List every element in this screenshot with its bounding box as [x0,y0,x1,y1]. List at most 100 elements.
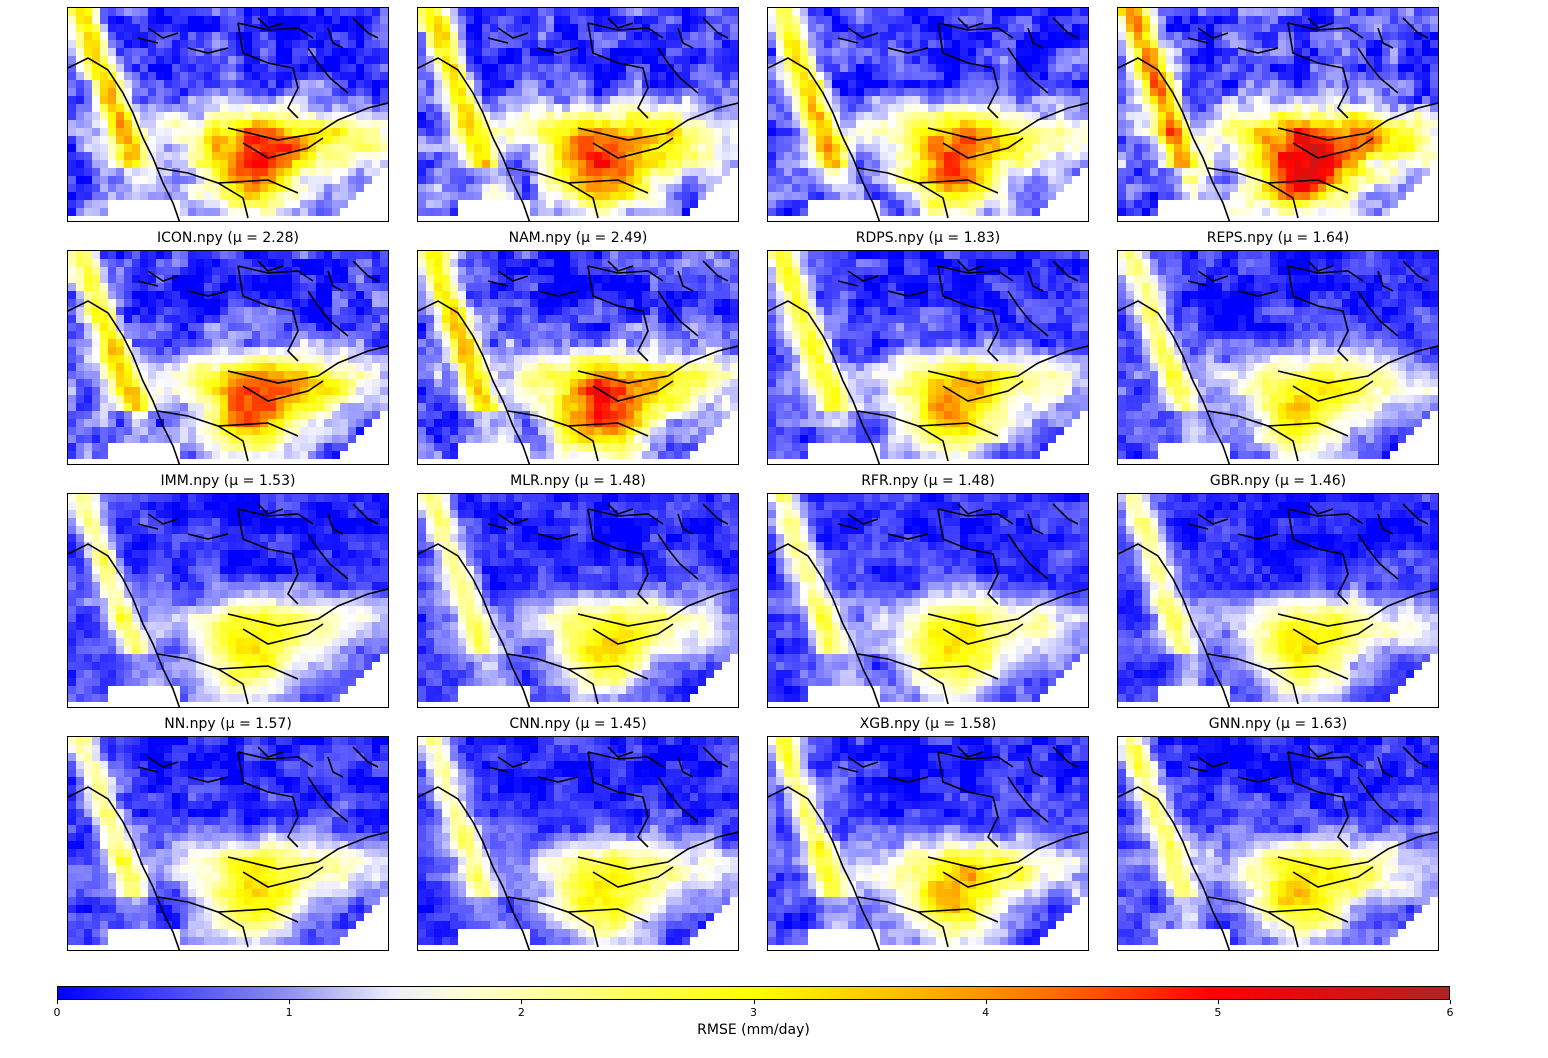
heatmap-cell [300,16,308,24]
heatmap-cell [674,168,682,176]
heatmap-cell [904,40,912,48]
heatmap-cell [1214,16,1222,24]
heatmap-cell [324,339,332,347]
heatmap-cell [204,267,212,275]
heatmap-cell [188,395,196,403]
heatmap-cell [482,40,490,48]
heatmap-cell [1318,128,1326,136]
heatmap-cell [674,192,682,200]
heatmap-cell [356,299,364,307]
heatmap-cell [1358,160,1366,168]
heatmap-cell [840,152,848,160]
heatmap-cell [776,32,784,40]
heatmap-cell [426,128,434,136]
heatmap-cell [372,323,380,331]
heatmap-cell [912,136,920,144]
heatmap-cell [1182,96,1190,104]
heatmap-cell [920,24,928,32]
heatmap-cell [84,331,92,339]
heatmap-cell [1278,184,1286,192]
heatmap-cell [784,128,792,136]
heatmap-cell [1238,8,1246,16]
heatmap-cell [808,56,816,64]
heatmap-cell [642,8,650,16]
heatmap-cell [284,283,292,291]
heatmap-cell [856,48,864,56]
heatmap-cell [316,144,324,152]
heatmap-cell [602,152,610,160]
heatmap-cell [1414,16,1422,24]
heatmap-cell [1206,16,1214,24]
heatmap-cell [276,128,284,136]
heatmap-cell [340,24,348,32]
heatmap-cell [380,112,388,120]
heatmap-cell [292,323,300,331]
heatmap-cell [618,72,626,80]
heatmap-cell [100,347,108,355]
heatmap-cell [252,403,260,411]
heatmap-cell [514,192,522,200]
heatmap-cell [1302,168,1310,176]
heatmap-cell [1190,32,1198,40]
heatmap-cell [300,275,308,283]
heatmap-cell [204,339,212,347]
heatmap-cell [674,40,682,48]
heatmap-cell [292,411,300,419]
heatmap-cell [1294,184,1302,192]
heatmap-cell [1374,128,1382,136]
heatmap-cell [904,24,912,32]
heatmap-cell [498,128,506,136]
heatmap-cell [364,8,372,16]
heatmap-cell [776,184,784,192]
heatmap-cell [1374,152,1382,160]
heatmap-cell [1262,56,1270,64]
heatmap-cell [776,88,784,96]
heatmap-cell [666,8,674,16]
heatmap-cell [332,267,340,275]
heatmap-cell [1318,40,1326,48]
heatmap-cell [1318,192,1326,200]
heatmap-cell [284,200,292,208]
heatmap-cell [108,144,116,152]
heatmap-cell [1318,208,1326,216]
heatmap-cell [682,136,690,144]
heatmap-cell [952,136,960,144]
heatmap-cell [976,88,984,96]
heatmap-cell [292,40,300,48]
heatmap-cell [124,363,132,371]
heatmap-cell [252,16,260,24]
heatmap-cell [784,48,792,56]
heatmap-cell [260,8,268,16]
heatmap-cell [522,48,530,56]
heatmap-cell [1414,40,1422,48]
heatmap-cell [1318,160,1326,168]
heatmap-cell [666,144,674,152]
heatmap-cell [776,80,784,88]
heatmap-cell [816,168,824,176]
heatmap-cell [1294,192,1302,200]
heatmap-cell [1286,48,1294,56]
heatmap-cell [220,192,228,200]
heatmap-cell [108,152,116,160]
heatmap-cell [356,136,364,144]
heatmap-cell [992,176,1000,184]
heatmap-cell [730,16,738,24]
heatmap-cell [204,16,212,24]
heatmap-cell [976,96,984,104]
heatmap-cell [308,259,316,267]
heatmap-cell [172,144,180,152]
heatmap-cell [68,64,76,72]
heatmap-cell [156,128,164,136]
heatmap-cell [450,144,458,152]
heatmap-cell [856,80,864,88]
heatmap-cell [372,291,380,299]
heatmap-cell [1206,8,1214,16]
heatmap-cell [196,56,204,64]
heatmap-cell [490,80,498,88]
heatmap-cell [212,40,220,48]
heatmap-cell [68,176,76,184]
heatmap-cell [768,72,776,80]
heatmap-cell [1358,128,1366,136]
heatmap-cell [824,136,832,144]
heatmap-cell [68,88,76,96]
